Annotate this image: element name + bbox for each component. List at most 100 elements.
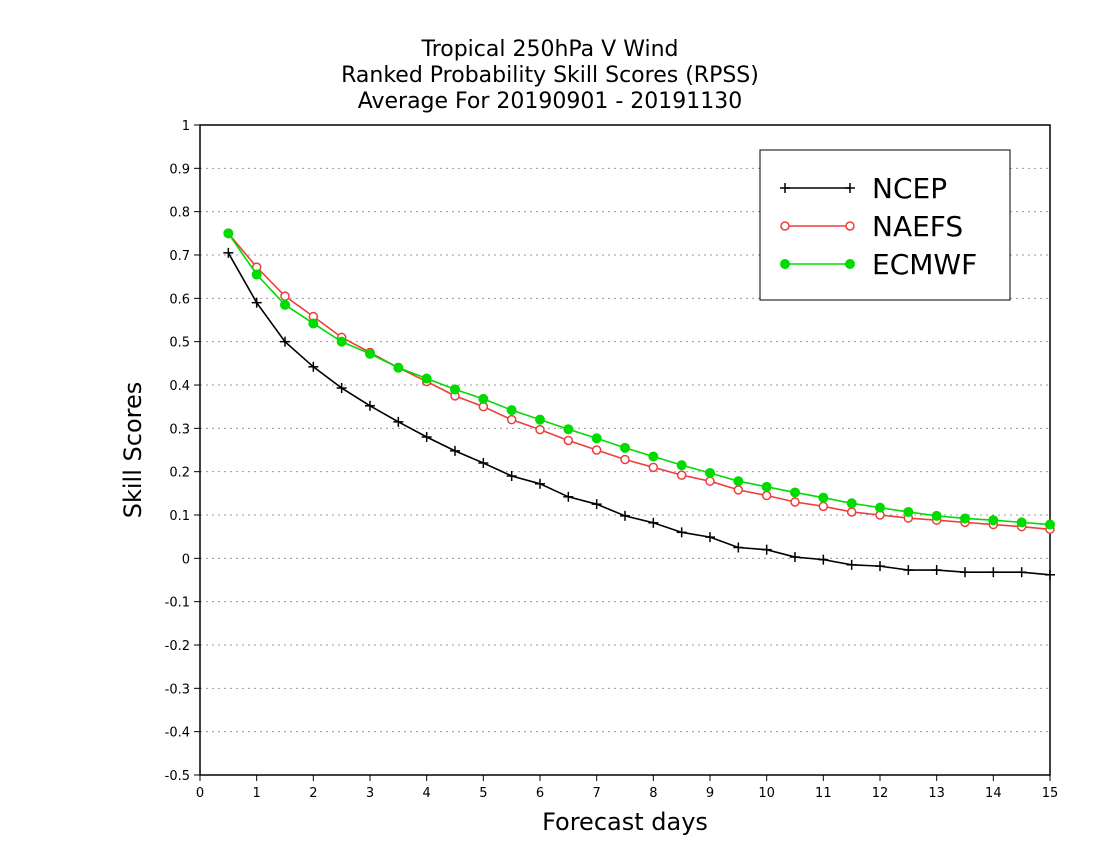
data-point-ncep xyxy=(336,383,347,394)
x-tick-label: 1 xyxy=(253,786,261,801)
data-point-ecmwf xyxy=(421,373,432,384)
data-point-ncep xyxy=(251,297,262,308)
data-point-ncep xyxy=(648,517,659,528)
data-point-ecmwf xyxy=(280,299,290,310)
data-point-ncep xyxy=(761,544,772,555)
data-point-ecmwf xyxy=(620,442,630,453)
data-point-ncep xyxy=(790,552,800,563)
legend-marker xyxy=(780,221,790,231)
data-point-ncep xyxy=(733,542,744,553)
x-tick-label: 11 xyxy=(815,786,832,801)
data-point-naefs xyxy=(790,497,800,507)
data-point-ecmwf xyxy=(761,481,772,492)
x-tick-label: 0 xyxy=(196,786,204,801)
y-tick-label: -0.4 xyxy=(165,726,190,741)
data-point-ncep xyxy=(818,554,829,565)
data-point-ecmwf xyxy=(1016,517,1027,528)
y-tick-label: 0.9 xyxy=(169,162,190,177)
x-tick-label: 10 xyxy=(758,786,775,801)
y-tick-label: 0.2 xyxy=(169,466,190,481)
y-tick-label: 0.4 xyxy=(169,379,190,394)
data-point-ecmwf xyxy=(733,476,744,487)
data-point-ecmwf xyxy=(591,433,602,444)
y-tick-label: 0.8 xyxy=(169,206,190,221)
y-tick-label: -0.5 xyxy=(165,769,190,784)
data-point-ecmwf xyxy=(931,510,942,521)
data-point-naefs xyxy=(506,414,517,425)
data-point-ecmwf xyxy=(506,405,517,416)
x-tick-label: 5 xyxy=(479,786,487,801)
chart-title: Tropical 250hPa V Wind xyxy=(421,37,679,62)
data-point-ecmwf xyxy=(478,393,489,404)
data-point-ecmwf xyxy=(336,336,347,347)
x-tick-label: 14 xyxy=(985,786,1002,801)
data-point-ecmwf xyxy=(875,502,885,513)
legend-label: ECMWF xyxy=(872,248,977,281)
legend-box xyxy=(759,149,1011,301)
legend-marker xyxy=(780,183,790,193)
data-point-ncep xyxy=(450,445,460,456)
data-point-ncep xyxy=(846,559,857,570)
data-point-ncep xyxy=(1016,567,1027,578)
x-tick-label: 8 xyxy=(649,786,657,801)
y-axis-label: Skill Scores xyxy=(119,381,147,519)
data-point-ecmwf xyxy=(223,228,234,239)
data-point-ncep xyxy=(478,458,489,468)
x-tick-label: 7 xyxy=(593,786,601,801)
data-point-ncep xyxy=(591,499,602,510)
data-point-naefs xyxy=(535,424,545,435)
data-point-ncep xyxy=(931,565,942,576)
y-tick-label: 0.3 xyxy=(169,422,190,437)
data-point-ecmwf xyxy=(1045,519,1055,530)
x-tick-label: 9 xyxy=(706,786,714,801)
data-point-naefs xyxy=(676,470,687,480)
x-tick-label: 6 xyxy=(536,786,544,801)
data-point-ecmwf xyxy=(648,451,659,462)
data-point-ncep xyxy=(988,567,999,578)
legend-item-ncep: NCEP xyxy=(780,172,947,205)
y-tick-label: 0 xyxy=(182,552,190,567)
legend-label: NAEFS xyxy=(872,210,963,243)
series-line-ncep xyxy=(227,252,1051,576)
data-point-naefs xyxy=(761,490,772,501)
data-point-ecmwf xyxy=(903,506,914,517)
y-tick-label: -0.2 xyxy=(165,639,190,654)
x-tick-label: 4 xyxy=(423,786,431,801)
data-point-naefs xyxy=(591,445,602,455)
data-point-ncep xyxy=(421,432,432,442)
data-point-ncep xyxy=(705,532,715,543)
x-tick-label: 3 xyxy=(366,786,374,801)
data-point-ecmwf xyxy=(308,318,319,329)
data-point-ecmwf xyxy=(393,362,404,373)
x-tick-label: 13 xyxy=(928,786,945,801)
plot-frame xyxy=(199,124,1051,776)
legend: NCEP NAEFS ECMWF xyxy=(759,149,1011,301)
data-point-ncep xyxy=(563,491,574,502)
data-point-naefs xyxy=(818,501,829,512)
data-point-ecmwf xyxy=(790,487,800,498)
y-tick-label: 1 xyxy=(182,119,190,134)
data-point-ncep xyxy=(308,361,319,372)
data-point-naefs xyxy=(705,476,715,486)
data-point-naefs xyxy=(280,291,290,301)
y-tick-label: 0.5 xyxy=(169,336,190,351)
data-point-naefs xyxy=(563,435,574,446)
data-point-ncep xyxy=(676,527,687,538)
data-point-ecmwf xyxy=(988,515,999,526)
data-point-ncep xyxy=(903,565,914,576)
data-point-ecmwf xyxy=(450,384,460,395)
legend-item-naefs: NAEFS xyxy=(780,210,963,243)
data-point-ecmwf xyxy=(563,424,574,435)
data-point-naefs xyxy=(846,507,857,517)
legend-label: NCEP xyxy=(872,172,947,205)
data-point-ecmwf xyxy=(960,513,970,524)
data-point-ncep xyxy=(506,471,517,481)
data-point-ncep xyxy=(365,400,375,411)
x-tick-label: 12 xyxy=(872,786,889,801)
data-point-ecmwf xyxy=(676,460,687,471)
data-point-ncep xyxy=(620,510,630,521)
x-tick-label: 2 xyxy=(309,786,317,801)
x-tick-label: 15 xyxy=(1042,786,1059,801)
data-point-ncep xyxy=(960,567,970,578)
